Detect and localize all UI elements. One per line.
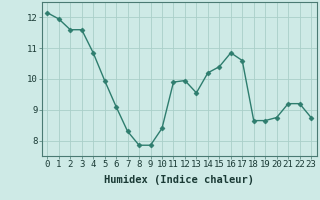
X-axis label: Humidex (Indice chaleur): Humidex (Indice chaleur)	[104, 175, 254, 185]
